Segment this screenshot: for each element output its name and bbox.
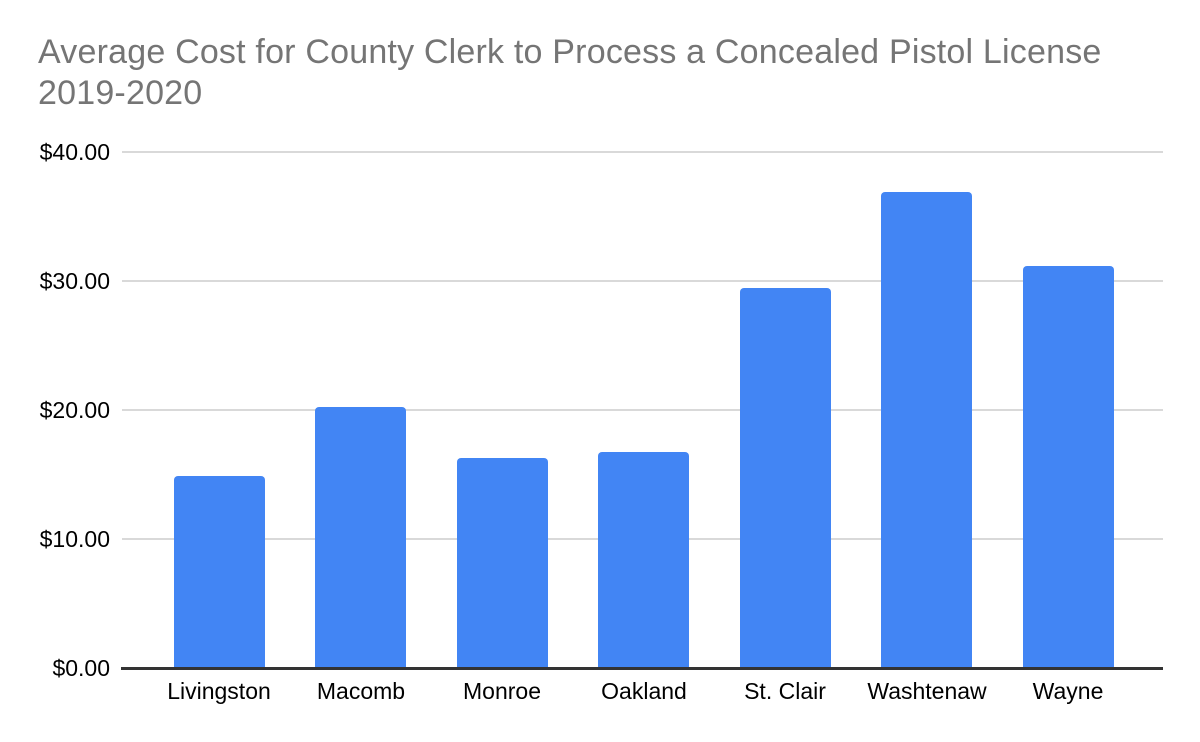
gridline-40: [122, 151, 1163, 153]
bar-livingston: [174, 476, 265, 667]
y-axis-tick-label: $20.00: [39, 397, 110, 423]
bar-st-clair: [740, 288, 831, 667]
bar-oakland: [598, 452, 689, 667]
chart-title: Average Cost for County Clerk to Process…: [38, 33, 1102, 112]
x-axis-tick-label: Oakland: [601, 678, 687, 704]
x-axis-line: [121, 667, 1163, 670]
y-axis-tick-label: $30.00: [39, 268, 110, 294]
x-axis-tick-label: Monroe: [463, 678, 541, 704]
x-axis-tick-label: Livingston: [167, 678, 271, 704]
x-axis-tick-label: Macomb: [316, 678, 406, 704]
y-axis-tick-label: $0.00: [52, 655, 110, 681]
gridline-20: [122, 409, 1163, 411]
bar-macomb: [315, 407, 406, 667]
y-axis-tick-label: $40.00: [39, 139, 110, 165]
bar-wayne: [1023, 266, 1114, 667]
y-axis-tick-label: $10.00: [39, 526, 110, 552]
x-axis-tick-label: Washtenaw: [867, 678, 987, 704]
bar-washtenaw: [881, 192, 972, 667]
gridline-30: [122, 280, 1163, 282]
bar-monroe: [457, 458, 548, 667]
x-axis-tick-label: Wayne: [1032, 678, 1104, 704]
x-axis-tick-label: St. Clair: [744, 678, 826, 704]
